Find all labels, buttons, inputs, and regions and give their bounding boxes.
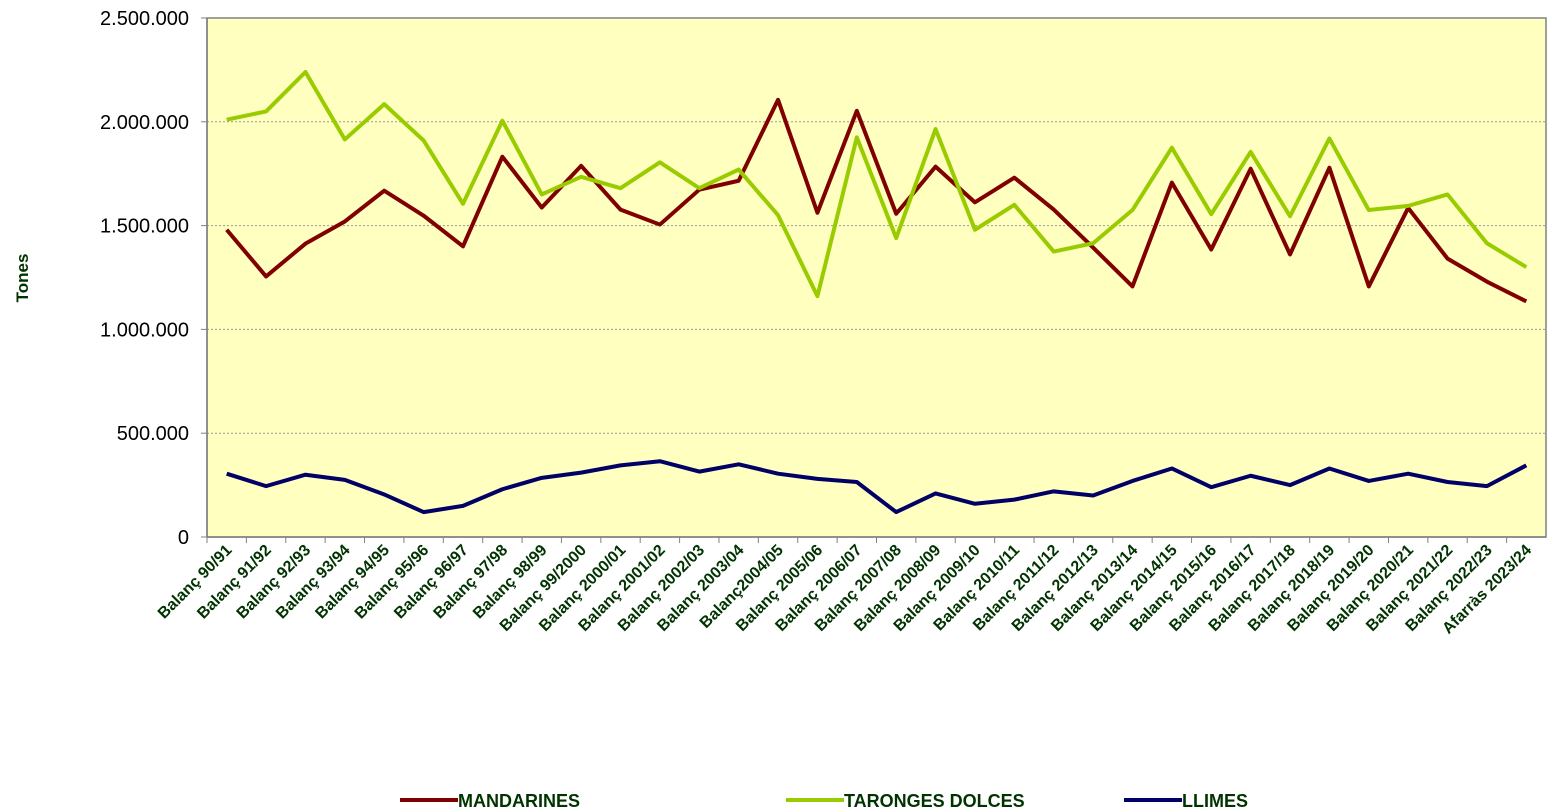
y-tick-label: 0 <box>178 527 189 549</box>
y-tick-label: 2.000.000 <box>100 112 189 134</box>
line-series <box>226 69 1528 299</box>
line-series <box>226 459 1528 515</box>
legend-label: LLIMES <box>1182 791 1248 811</box>
legend-label: MANDARINES <box>458 791 580 811</box>
y-tick-label: 2.500.000 <box>100 8 189 30</box>
y-tick-label: 500.000 <box>117 423 189 445</box>
line-series <box>225 97 1528 304</box>
y-tick-label: 1.000.000 <box>100 319 189 341</box>
y-axis-title: Tones <box>13 254 32 303</box>
plot-area <box>207 18 1546 537</box>
legend-label: TARONGES DOLCES <box>844 791 1025 811</box>
y-tick-label: 1.500.000 <box>100 216 189 238</box>
